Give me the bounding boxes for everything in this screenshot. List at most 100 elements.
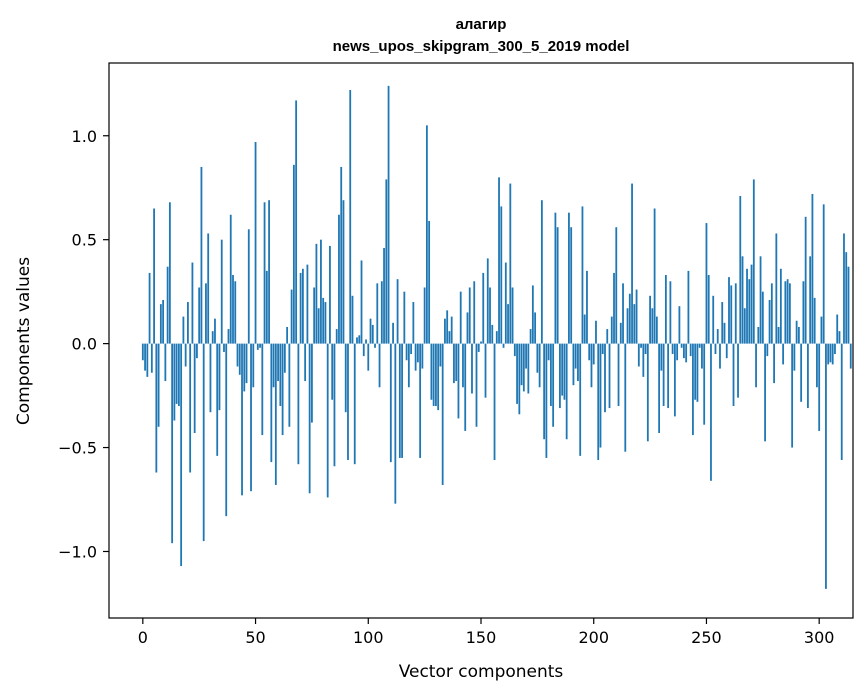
bar xyxy=(802,281,805,344)
bar xyxy=(662,343,665,406)
bar xyxy=(157,343,160,427)
bar xyxy=(664,275,667,344)
bar xyxy=(782,343,785,365)
bar xyxy=(791,343,794,448)
bar xyxy=(534,312,537,344)
bar xyxy=(827,343,830,365)
bar xyxy=(732,343,735,406)
bar xyxy=(207,233,210,344)
bar xyxy=(432,343,435,406)
bar xyxy=(189,343,192,473)
bar xyxy=(822,204,825,344)
bar xyxy=(159,304,162,344)
bar xyxy=(739,196,742,344)
bar xyxy=(229,214,232,344)
bar xyxy=(795,320,798,344)
bar xyxy=(180,343,183,567)
bar xyxy=(304,343,307,382)
bar xyxy=(324,302,327,344)
bar xyxy=(182,316,185,344)
bar xyxy=(164,343,167,382)
bar xyxy=(489,287,491,344)
bar xyxy=(317,308,320,344)
bar xyxy=(504,262,507,344)
bar xyxy=(347,343,349,461)
bar xyxy=(184,343,187,367)
bar xyxy=(315,243,318,344)
bar xyxy=(728,277,730,344)
bar xyxy=(743,308,746,344)
bar xyxy=(606,329,609,344)
bar xyxy=(703,343,706,425)
bar xyxy=(825,343,827,589)
bar xyxy=(177,343,180,406)
bar xyxy=(311,343,313,423)
bar xyxy=(694,343,697,400)
bar xyxy=(256,343,259,350)
bar xyxy=(649,295,651,344)
bar xyxy=(383,248,385,344)
bar xyxy=(637,343,640,367)
bar xyxy=(746,268,748,344)
x-axis-label: Vector components xyxy=(399,662,564,682)
bar xyxy=(716,329,719,344)
bar xyxy=(416,343,419,363)
bar xyxy=(486,258,489,344)
bar xyxy=(403,291,406,344)
bar xyxy=(586,270,588,344)
bar xyxy=(205,283,207,344)
bar xyxy=(252,343,255,388)
bar xyxy=(511,287,514,344)
bar xyxy=(369,318,372,344)
bar xyxy=(471,343,473,394)
bar xyxy=(725,343,728,359)
bar xyxy=(712,295,715,344)
bar xyxy=(525,343,527,369)
bar xyxy=(752,179,755,344)
bar xyxy=(313,287,316,344)
bar xyxy=(144,343,146,371)
bar xyxy=(236,343,239,367)
bar xyxy=(721,302,724,344)
bar xyxy=(272,343,275,388)
bar xyxy=(459,291,462,344)
bar xyxy=(671,343,674,355)
bar xyxy=(351,295,354,344)
bar xyxy=(153,208,155,344)
bar xyxy=(559,343,561,409)
bar xyxy=(191,262,194,344)
bar xyxy=(360,260,363,344)
bar xyxy=(320,239,322,344)
bar xyxy=(568,212,570,344)
bar xyxy=(561,343,564,396)
bar xyxy=(773,343,775,384)
bar xyxy=(687,270,690,344)
bar xyxy=(349,90,352,344)
bar xyxy=(365,339,367,344)
bar xyxy=(513,343,516,357)
bar xyxy=(748,279,751,344)
bar xyxy=(283,343,286,373)
bar xyxy=(234,281,237,344)
bar xyxy=(198,287,201,344)
bar xyxy=(601,343,604,355)
bar xyxy=(448,331,451,344)
bar xyxy=(338,214,340,344)
bar xyxy=(843,233,845,344)
bar xyxy=(250,343,252,492)
bar xyxy=(435,343,437,406)
bar xyxy=(414,343,417,371)
bar xyxy=(793,343,796,371)
bar xyxy=(254,141,257,344)
bar xyxy=(723,322,726,344)
bar xyxy=(565,343,568,440)
bar xyxy=(168,202,171,344)
bar xyxy=(581,206,584,344)
bar xyxy=(788,283,791,344)
bar xyxy=(466,312,469,344)
bar xyxy=(610,316,613,344)
bar xyxy=(380,281,383,344)
bar xyxy=(554,212,557,344)
bar xyxy=(678,306,681,344)
bar xyxy=(705,223,708,344)
